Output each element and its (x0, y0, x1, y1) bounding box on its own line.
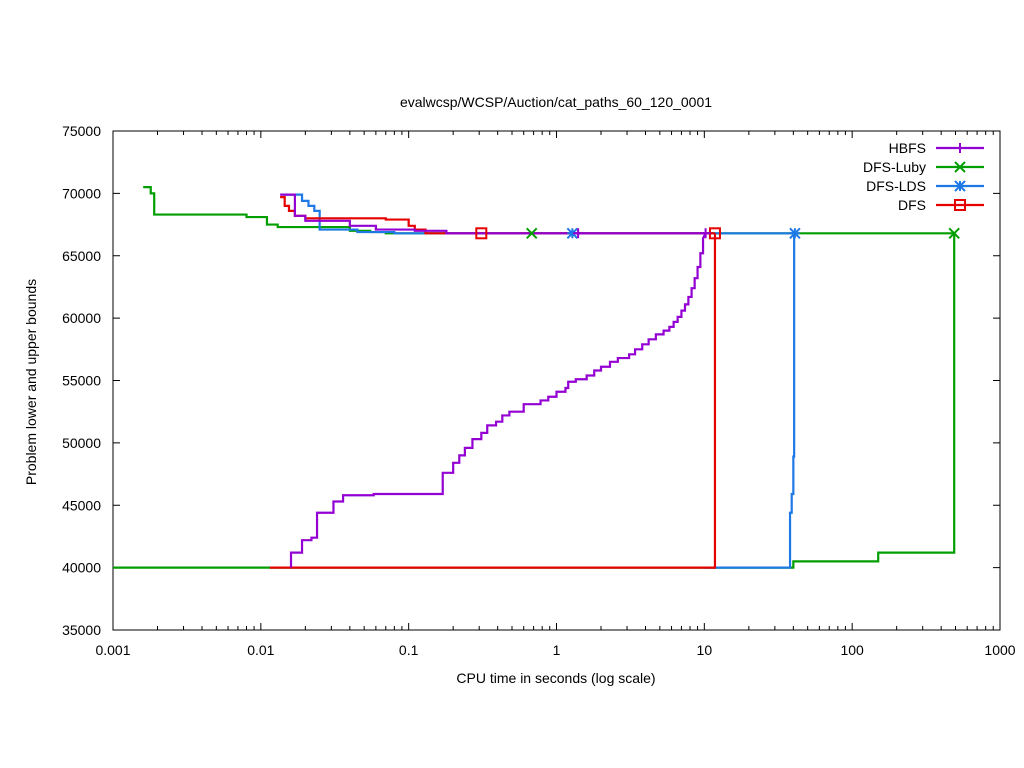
series-dfs-marker (475, 227, 488, 240)
series-dfs-lds-marker (789, 227, 801, 240)
y-tick-label: 65000 (62, 248, 101, 264)
x-axis-label: CPU time in seconds (log scale) (456, 670, 655, 686)
legend-marker-dfs-luby (954, 161, 966, 173)
x-tick-label: 1 (553, 642, 561, 658)
series-dfs-lower-line (269, 233, 717, 569)
series-hbfs-lower-line (289, 232, 707, 568)
series-dfs-luby-marker (526, 227, 538, 240)
y-tick-label: 35000 (62, 622, 101, 638)
y-tick-label: 60000 (62, 310, 101, 326)
legend-marker-hbfs (955, 143, 965, 153)
series-hbfs-marker (573, 228, 584, 239)
plot-frame (112, 130, 1001, 631)
series-dfs-lds-marker (566, 227, 579, 240)
legend-label-dfs-lds: DFS-LDS (866, 178, 926, 194)
series-dfs-lds-lower-line (704, 233, 796, 569)
y-tick-label: 40000 (62, 560, 101, 576)
x-tick-label: 0.001 (95, 642, 130, 658)
series-dfs-luby-marker (948, 227, 960, 240)
legend-marker-dfs-lds (954, 180, 966, 192)
x-tick-label: 0.1 (399, 642, 419, 658)
x-tick-label: 0.01 (247, 642, 274, 658)
series-dfs-luby-lower-line (113, 233, 956, 569)
y-tick-label: 70000 (62, 185, 101, 201)
legend-label-dfs: DFS (898, 197, 926, 213)
legend-marker-dfs (954, 199, 966, 211)
x-tick-label: 10 (697, 642, 713, 658)
legend-label-dfs-luby: DFS-Luby (863, 159, 926, 175)
y-tick-label: 55000 (62, 373, 101, 389)
series-dfs-lds-upper-line (282, 193, 795, 235)
series-dfs-upper-line (280, 196, 715, 235)
y-axis-label: Problem lower and upper bounds (23, 279, 39, 485)
series-dfs-luby-upper-line (143, 186, 955, 235)
y-tick-label: 50000 (62, 435, 101, 451)
x-tick-label: 1000 (984, 642, 1015, 658)
legend-label-hbfs: HBFS (889, 140, 926, 156)
legend: HBFS DFS-Luby DFS-LDS DFS (863, 140, 984, 213)
x-tick-label: 100 (840, 642, 864, 658)
series-hbfs-marker (700, 228, 711, 239)
chart-title: evalwcsp/WCSP/Auction/cat_paths_60_120_0… (400, 94, 712, 110)
y-tick-label: 45000 (62, 497, 101, 513)
series-hbfs-upper-line (280, 193, 706, 235)
y-tick-label: 75000 (62, 123, 101, 139)
